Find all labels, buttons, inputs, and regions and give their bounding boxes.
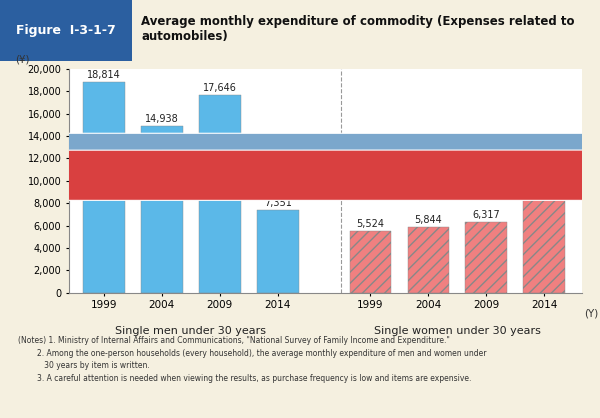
Text: 5,844: 5,844	[415, 215, 442, 225]
Text: 13,002: 13,002	[527, 135, 561, 145]
Text: Average monthly expenditure of commodity (Expenses related to
automobiles): Average monthly expenditure of commodity…	[141, 15, 575, 43]
Text: 7,351: 7,351	[264, 199, 292, 209]
Bar	[141, 125, 182, 293]
Text: 5,524: 5,524	[356, 219, 385, 229]
FancyBboxPatch shape	[0, 0, 132, 61]
Bar	[407, 227, 449, 293]
Text: (Notes) 1. Ministry of Internal Affairs and Communications, "National Survey of : (Notes) 1. Ministry of Internal Affairs …	[18, 336, 487, 382]
Bar	[83, 82, 125, 293]
Text: 14,938: 14,938	[145, 114, 179, 124]
Bar	[199, 95, 241, 293]
Text: 6,317: 6,317	[472, 210, 500, 220]
Text: Single men under 30 years: Single men under 30 years	[115, 326, 266, 336]
Text: 18,814: 18,814	[87, 70, 121, 80]
Bar	[350, 231, 391, 293]
Polygon shape	[0, 133, 600, 184]
Polygon shape	[0, 150, 600, 200]
Bar	[466, 222, 507, 293]
Text: Figure  I-3-1-7: Figure I-3-1-7	[16, 24, 116, 37]
Text: Single women under 30 years: Single women under 30 years	[374, 326, 541, 336]
Bar	[257, 210, 299, 293]
Text: (Y): (Y)	[584, 308, 599, 318]
Bar	[523, 147, 565, 293]
Text: 17,646: 17,646	[203, 83, 236, 93]
Text: (¥): (¥)	[15, 54, 29, 64]
